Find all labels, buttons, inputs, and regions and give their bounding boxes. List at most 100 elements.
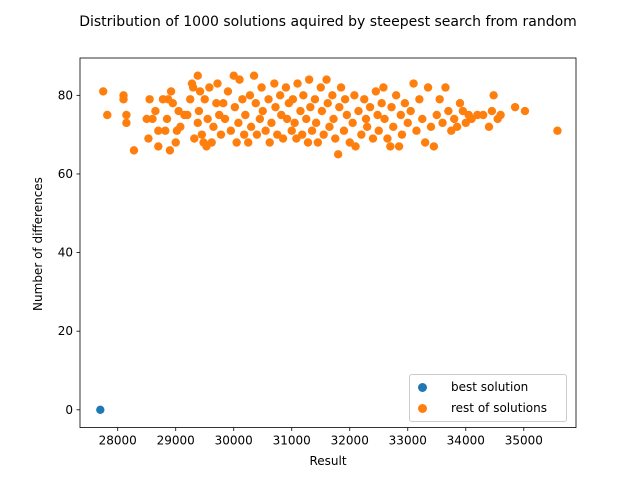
solution-point [333,150,343,159]
solution-point [311,118,321,128]
solution-point [103,110,112,120]
solution-point [238,95,247,104]
solution-point [354,106,363,116]
x-tick-label: 28000 [99,434,137,448]
solution-point [304,75,314,84]
solution-point [339,126,349,135]
solution-point [313,138,323,147]
solution-point [429,142,439,151]
solution-point [190,134,199,143]
solution-point [420,138,430,147]
solution-point [510,102,520,112]
solution-point [487,106,497,116]
solution-point [394,142,404,151]
y-tick-label: 80 [58,88,73,102]
solution-point [444,106,453,116]
legend-item-rest-of-solutions: rest of solutions [418,400,547,416]
legend-marker-blue [418,382,427,392]
solution-point [249,71,259,80]
x-tick-label: 35000 [505,434,543,448]
solution-point [319,130,328,139]
solution-point [360,95,369,104]
solution-point [368,134,378,143]
solution-point [290,118,299,128]
solution-point [219,99,228,108]
y-tick-label: 60 [58,167,73,181]
solution-point [299,91,308,100]
solution-point [183,110,192,120]
solution-point [371,87,381,96]
solution-point [257,83,266,92]
best-solution-point [96,405,105,415]
solution-point [232,138,241,147]
solution-point [226,126,236,135]
data-points [96,71,562,415]
solution-point [186,95,195,104]
solution-point [216,130,226,139]
axis-ticks: 28000 29000 30000 31000 32000 33000 34000 35000… [58,88,543,447]
solution-point [357,130,366,139]
solution-point [322,75,331,84]
legend-label: rest of solutions [451,401,547,415]
solution-point [379,83,388,92]
chart-title: Distribution of 1000 solutions aquired b… [79,14,577,30]
solution-point [270,79,279,88]
solution-point [435,95,444,104]
solution-point [203,114,212,124]
solution-point [239,130,249,139]
solution-point [255,114,265,124]
solution-point [303,138,313,147]
solution-point [449,114,459,124]
solution-point [251,99,260,108]
solution-point [151,106,160,116]
solution-point [293,79,302,88]
solution-point [230,102,240,112]
x-tick-label: 31000 [273,434,311,448]
solution-point [389,122,398,131]
solution-point [520,106,530,116]
solution-point [387,102,396,112]
solution-point [209,122,218,131]
solution-point [193,71,202,80]
solution-point [426,122,436,131]
solution-point [351,142,360,151]
solution-point [340,95,350,104]
solution-point [246,122,256,131]
solution-point [194,106,204,116]
x-tick-label: 32000 [331,434,369,448]
solution-point [342,110,352,120]
solution-point [241,110,250,120]
y-tick-label: 20 [58,324,73,338]
solution-point [212,99,221,108]
solution-point [223,87,233,96]
solution-point [412,126,421,135]
legend-marker-orange [418,403,427,413]
solution-point [282,114,292,124]
solution-point [496,110,505,120]
solution-point [213,79,222,88]
solution-point [484,122,494,131]
legend-label: best solution [451,380,529,394]
solution-point [195,87,205,96]
solution-point [331,134,340,143]
solution-point [397,130,407,139]
solution-point [245,91,255,100]
solution-point [423,83,433,92]
solution-point [197,130,207,139]
solution-point [323,99,332,108]
solution-point [281,83,291,92]
y-tick-label: 0 [65,403,73,417]
solution-point [350,91,359,100]
solution-point [441,83,450,92]
solution-point [317,106,327,116]
solution-point [438,118,447,128]
solution-point [99,87,108,96]
solution-point [165,146,175,155]
solution-point [335,102,344,112]
solution-point [391,91,401,100]
solution-point [406,106,415,116]
solution-point [386,142,395,151]
solution-point [489,91,498,100]
solution-point [329,114,338,124]
x-tick-label: 30000 [215,434,253,448]
